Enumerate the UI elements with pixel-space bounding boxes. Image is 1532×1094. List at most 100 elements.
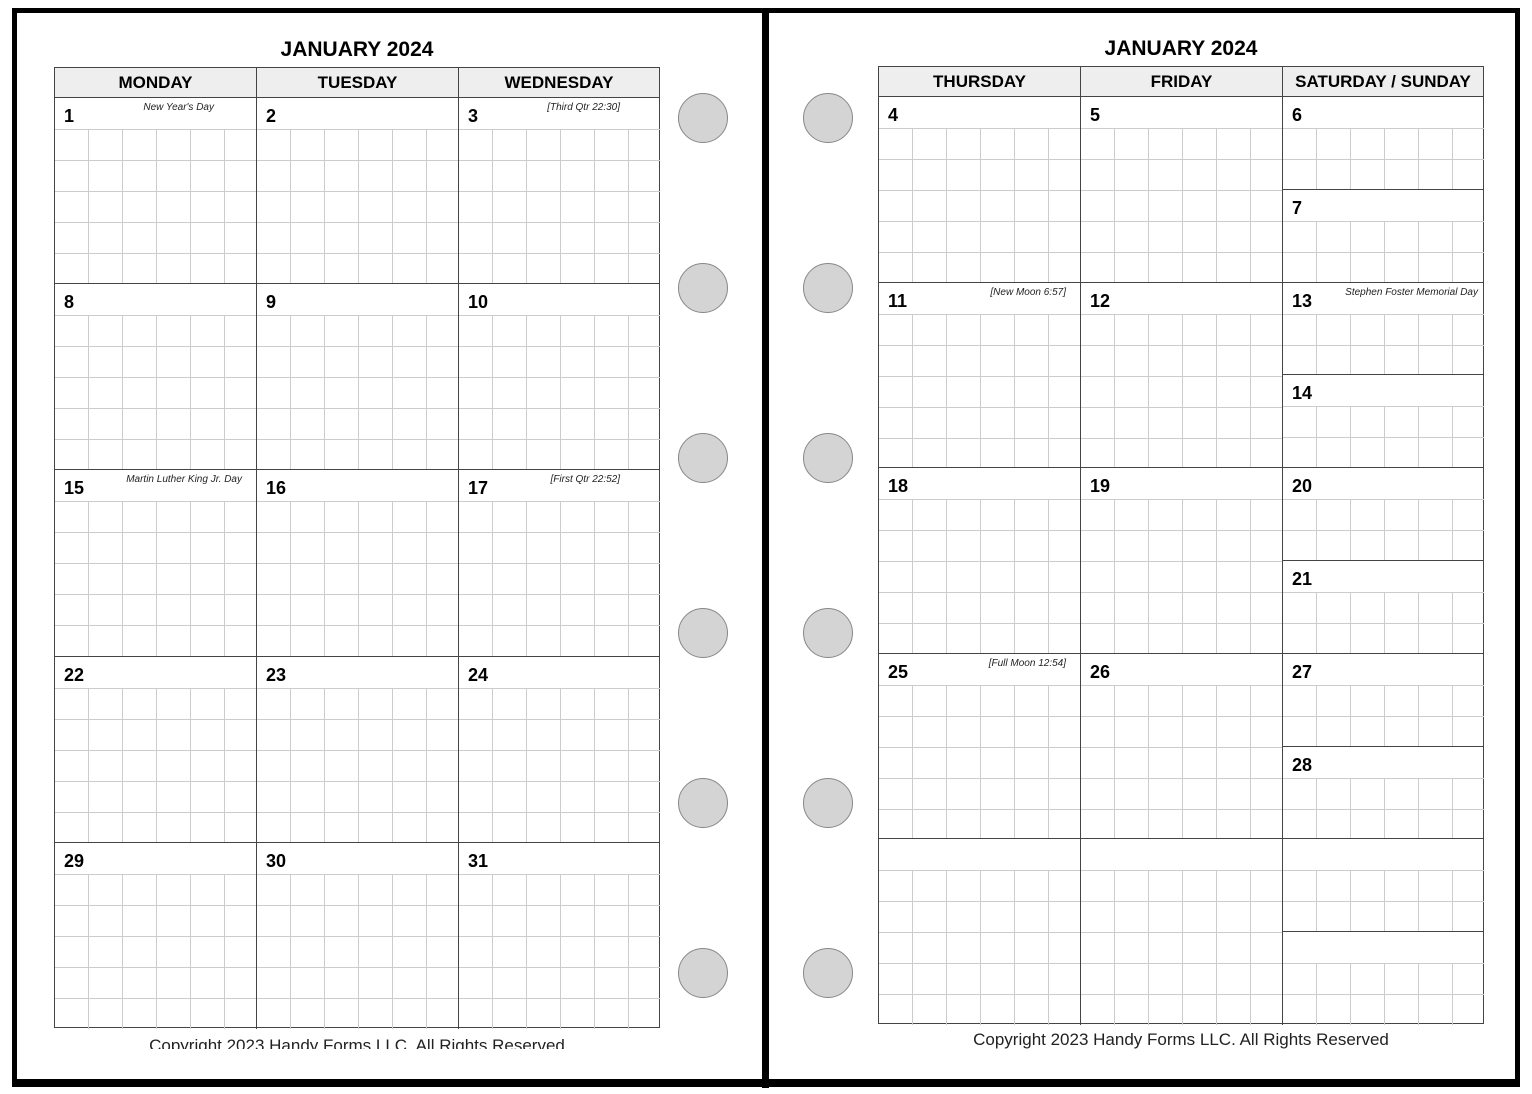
note-lines — [1283, 777, 1484, 839]
note-lines — [1081, 313, 1282, 468]
day-cell: 16 — [257, 470, 459, 657]
day-cell: 19 — [1081, 468, 1283, 654]
day-header: THURSDAY — [879, 67, 1081, 97]
day-header: TUESDAY — [257, 68, 459, 98]
day-cell: 18 — [879, 468, 1081, 654]
day-number: 7 — [1292, 197, 1303, 218]
note-lines — [1283, 870, 1484, 932]
binder-hole — [678, 263, 728, 313]
day-annotation: Martin Luther King Jr. Day — [126, 474, 242, 486]
day-annotation: [Third Qtr 22:30] — [547, 102, 620, 113]
note-lines — [1283, 684, 1484, 746]
day-number: 6 — [1292, 105, 1303, 125]
day-cell: 26 — [1081, 653, 1283, 840]
day-number: 2 — [266, 106, 277, 126]
day-cell: 25 [Full Moon 12:54] — [879, 653, 1081, 840]
binder-hole — [803, 608, 853, 658]
binder-hole — [803, 263, 853, 313]
note-lines — [1283, 128, 1484, 189]
day-number: 23 — [266, 664, 287, 685]
note-lines — [459, 687, 660, 842]
day-cell: 8 — [55, 284, 257, 471]
day-annotation: [First Qtr 22:52] — [550, 474, 620, 486]
day-number: 26 — [1090, 661, 1111, 682]
note-lines — [1283, 963, 1484, 1025]
day-cell: 21 — [1283, 561, 1484, 654]
day-cell: 6 — [1283, 97, 1484, 190]
note-lines — [879, 128, 1080, 282]
page-divider — [762, 8, 769, 1088]
day-cell: 24 — [459, 657, 660, 843]
binder-hole — [803, 93, 853, 143]
day-cell — [1081, 839, 1283, 1025]
day-annotation: New Year's Day — [143, 102, 214, 113]
note-lines — [1283, 313, 1484, 375]
day-number: 21 — [1292, 569, 1313, 589]
day-number: 13 — [1292, 290, 1313, 311]
day-number: 19 — [1090, 476, 1111, 497]
day-number: 14 — [1292, 383, 1313, 404]
day-cell: 9 — [257, 284, 459, 471]
calendar-grid: MONDAY TUESDAY WEDNESDAY 1 New Year's Day 2 3[… — [54, 67, 660, 1029]
note-lines — [1081, 128, 1282, 282]
day-cell: 1 New Year's Day — [55, 98, 257, 285]
day-cell: 10 — [459, 284, 660, 471]
day-cell: 28 — [1283, 747, 1484, 840]
day-cell: 22 — [55, 656, 257, 843]
day-header: MONDAY — [55, 68, 257, 98]
note-lines — [1081, 684, 1282, 839]
copyright-text: Copyright 2023 Handy Forms LLC. All Righ… — [973, 1030, 1389, 1049]
day-annotation: [New Moon 6:57] — [990, 286, 1066, 298]
day-cell: 15 Martin Luther King Jr. Day — [55, 470, 257, 657]
day-number: 4 — [888, 105, 899, 125]
day-cell: 27 — [1283, 654, 1484, 747]
day-number: 25 — [888, 661, 909, 682]
day-number: 20 — [1292, 476, 1313, 497]
note-lines — [55, 873, 256, 1029]
month-title: JANUARY 2024 — [280, 38, 434, 61]
note-lines — [879, 870, 1080, 1025]
note-lines — [1081, 499, 1282, 653]
note-lines — [55, 687, 256, 842]
day-cell: 30 — [257, 842, 459, 1029]
note-lines — [257, 129, 458, 284]
note-lines — [55, 315, 256, 470]
day-cell: 23 — [257, 656, 459, 843]
month-title: JANUARY 2024 — [1104, 37, 1258, 60]
day-cell: 13 Stephen Foster Memorial Day — [1283, 283, 1484, 376]
note-lines — [459, 873, 660, 1029]
note-lines — [257, 873, 458, 1029]
day-number: 17 — [468, 478, 489, 499]
day-cell — [1283, 932, 1484, 1025]
day-annotation: Stephen Foster Memorial Day — [1345, 286, 1478, 298]
note-lines — [1283, 406, 1484, 468]
binder-hole — [803, 948, 853, 998]
day-cell: 31 — [459, 843, 660, 1029]
note-lines — [1081, 870, 1282, 1025]
day-number: 10 — [468, 292, 489, 313]
binder-hole — [678, 608, 728, 658]
day-number: 5 — [1090, 105, 1101, 125]
note-lines — [257, 501, 458, 656]
day-number: 8 — [64, 292, 75, 313]
day-header: WEDNESDAY — [459, 68, 660, 98]
binder-hole — [678, 93, 728, 143]
binder-hole — [678, 433, 728, 483]
note-lines — [1283, 220, 1484, 282]
day-cell: 20 — [1283, 468, 1484, 561]
binder-hole — [803, 433, 853, 483]
day-number: 3 — [468, 106, 479, 126]
day-cell — [879, 839, 1081, 1025]
day-number: 1 — [64, 106, 75, 126]
note-lines — [1283, 499, 1484, 560]
day-number: 27 — [1292, 661, 1313, 682]
note-lines — [459, 129, 660, 284]
note-lines — [257, 687, 458, 842]
day-cell: 2 — [257, 98, 459, 285]
day-cell: 5 — [1081, 97, 1283, 283]
binder-hole — [678, 948, 728, 998]
note-lines — [459, 501, 660, 656]
binder-hole — [678, 778, 728, 828]
day-cell: 4 — [879, 97, 1081, 283]
note-lines — [879, 313, 1080, 468]
